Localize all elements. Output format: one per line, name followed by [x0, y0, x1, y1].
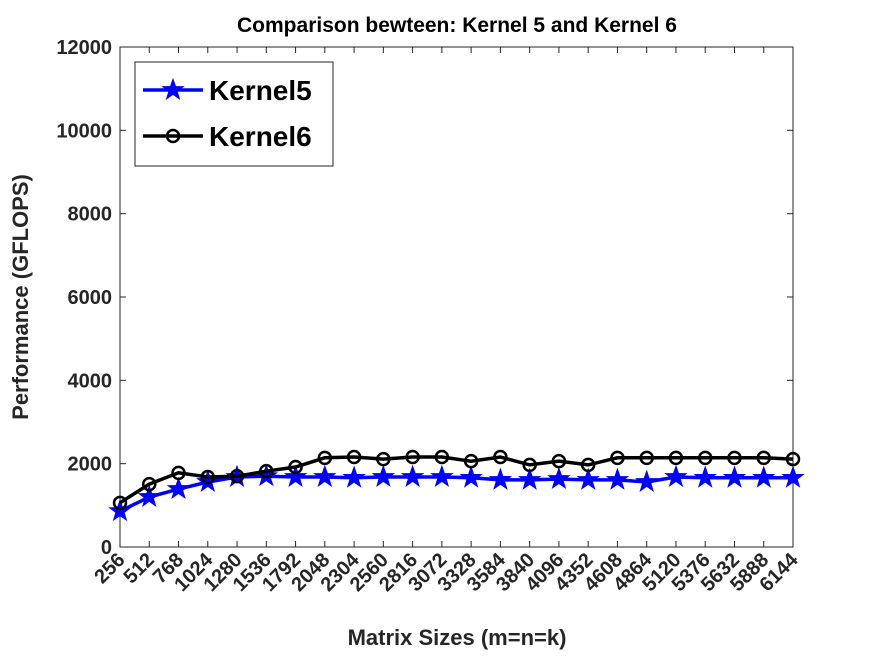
data-point	[405, 449, 420, 465]
data-point	[463, 453, 479, 469]
data-point	[229, 468, 245, 484]
data-point	[664, 464, 688, 487]
data-point	[635, 469, 659, 492]
data-point	[371, 464, 396, 487]
y-tick-label: 4000	[68, 370, 113, 392]
legend-box	[134, 61, 334, 167]
data-point	[171, 465, 186, 481]
y-tick-label: 0	[101, 537, 112, 559]
data-point	[693, 465, 717, 488]
data-point	[317, 450, 333, 466]
data-point	[756, 450, 771, 466]
data-point	[610, 450, 625, 466]
data-point	[112, 495, 128, 511]
data-point	[781, 465, 805, 488]
data-point	[580, 457, 596, 473]
data-point	[430, 464, 454, 487]
data-point	[108, 498, 132, 522]
data-point	[551, 453, 567, 469]
y-tick-label: 2000	[68, 454, 113, 476]
data-point	[137, 484, 161, 507]
data-point	[200, 469, 216, 485]
data-point	[400, 464, 425, 487]
data-point	[605, 467, 630, 490]
y-axis-label: Performance (GFLOPS)	[8, 174, 33, 420]
data-point	[722, 465, 747, 488]
data-point	[668, 450, 684, 466]
data-point	[434, 449, 450, 465]
data-point	[488, 467, 513, 490]
data-point	[459, 465, 483, 488]
legend-marker	[165, 128, 181, 144]
y-tick-label: 10000	[56, 120, 112, 142]
chart-title: Comparison bewteen: Kernel 5 and Kernel …	[237, 14, 677, 37]
data-point	[522, 457, 537, 473]
x-axis-label: Matrix Sizes (m=n=k)	[348, 625, 567, 650]
data-point	[376, 451, 391, 467]
legend-label: Kernel5	[209, 75, 312, 106]
y-tick-label: 6000	[68, 287, 113, 309]
data-point	[196, 469, 220, 492]
data-point	[493, 449, 508, 465]
data-point	[517, 467, 542, 490]
data-point	[697, 450, 713, 466]
data-point	[346, 449, 362, 465]
data-point	[342, 465, 366, 488]
data-point	[576, 467, 600, 490]
data-point	[752, 465, 776, 488]
legend-marker	[161, 77, 185, 100]
data-point	[639, 450, 654, 466]
data-point	[727, 450, 742, 466]
data-point	[288, 459, 303, 475]
data-point	[785, 451, 801, 467]
data-point	[142, 476, 157, 492]
y-tick-label: 8000	[68, 204, 113, 226]
y-tick-label: 12000	[56, 37, 112, 59]
data-point	[283, 464, 308, 487]
legend-label: Kernel6	[209, 121, 312, 152]
data-point	[166, 476, 191, 500]
data-point	[547, 466, 571, 490]
data-point	[259, 463, 274, 479]
data-point	[313, 464, 337, 487]
